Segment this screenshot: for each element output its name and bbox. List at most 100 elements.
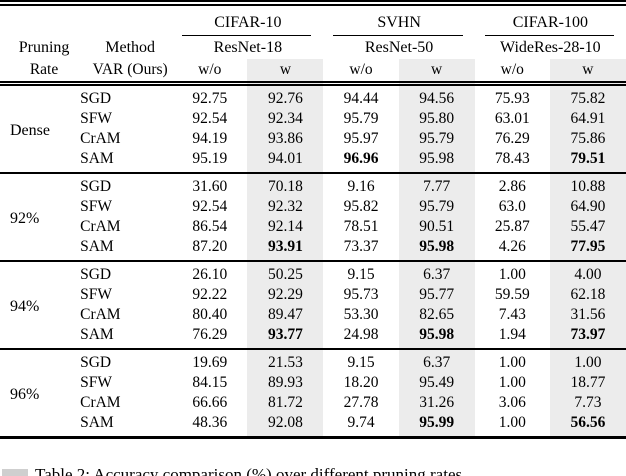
cell-value: 92.54 — [192, 198, 228, 215]
header-spacer — [0, 3, 172, 36]
cell-value: 64.91 — [549, 109, 626, 129]
cell-value: 95.98 — [398, 149, 475, 173]
cell-value: 55.47 — [549, 217, 626, 237]
table-row: 96% SGD 19.69 21.53 9.15 6.37 1.00 1.00 — [0, 349, 626, 403]
cell-value: 73.37 — [343, 238, 379, 255]
cell-value: 92.29 — [247, 285, 324, 305]
table-row: SFW 84.15 89.93 18.20 95.49 1.00 18.77 — [0, 373, 626, 393]
cell-value: 2.86 — [498, 178, 526, 195]
cell-value: 86.54 — [192, 218, 228, 235]
cell-value: 1.00 — [498, 374, 526, 391]
method-label: CrAM — [80, 306, 121, 323]
cell-value: 9.15 — [347, 266, 375, 283]
cell-value: 95.98 — [398, 237, 475, 261]
cell-value: 75.93 — [494, 90, 530, 107]
cell-value: 64.90 — [549, 197, 626, 217]
cell-value: 94.19 — [192, 130, 228, 147]
subcol-without-1: w/o — [198, 61, 222, 78]
method-header-line2: VAR (Ours) — [92, 61, 168, 78]
method-label: SFW — [80, 198, 112, 215]
method-label: CrAM — [80, 130, 121, 147]
cell-value: 94.01 — [247, 149, 324, 173]
method-label: SFW — [80, 374, 112, 391]
cell-value: 92.54 — [192, 110, 228, 127]
cell-value: 93.91 — [247, 237, 324, 261]
cell-value: 6.37 — [398, 349, 475, 373]
method-label: SFW — [80, 286, 112, 303]
cell-value: 24.98 — [343, 326, 379, 343]
cell-value: 92.14 — [247, 217, 324, 237]
shaded-cell-swatch — [2, 469, 28, 476]
cell-value: 92.22 — [192, 286, 228, 303]
cell-value: 92.75 — [192, 90, 228, 107]
table-row: SAM 87.20 93.91 73.37 95.98 4.26 77.95 — [0, 237, 626, 261]
cell-value: 9.15 — [347, 354, 375, 371]
cell-value: 95.80 — [398, 109, 475, 129]
method-label: SGD — [80, 354, 112, 371]
table-row: 92% SGD 31.60 70.18 9.16 7.77 2.86 10.88 — [0, 173, 626, 227]
cell-value: 4.00 — [549, 261, 626, 285]
cell-value: 59.59 — [494, 286, 530, 303]
cell-value: 95.82 — [343, 198, 379, 215]
model-header-resnet18: ResNet-18 — [213, 38, 283, 56]
pruning-block: 94% SGD 26.10 50.25 9.15 6.37 1.00 4.00 SFW 92.22… — [0, 261, 626, 349]
cell-value: 27.78 — [343, 394, 379, 411]
table-row: SAM 48.36 92.08 9.74 95.99 1.00 56.56 — [0, 413, 626, 438]
cell-value: 79.51 — [549, 149, 626, 173]
cell-value: 75.86 — [549, 129, 626, 149]
cell-value: 93.77 — [247, 325, 324, 349]
cell-value: 25.87 — [494, 218, 530, 235]
cell-value: 90.51 — [398, 217, 475, 237]
pruning-header-line2: Rate — [29, 61, 59, 78]
cell-value: 48.36 — [192, 414, 228, 431]
cell-value: 77.95 — [549, 237, 626, 261]
subcol-with-2: w — [398, 59, 475, 84]
cell-value: 66.66 — [192, 394, 228, 411]
cell-value: 95.19 — [192, 150, 228, 167]
pruning-block: 96% SGD 19.69 21.53 9.15 6.37 1.00 1.00 SFW 84.15… — [0, 349, 626, 438]
pruning-rate-label: 94% — [10, 297, 40, 315]
table-caption: Table 2: Accuracy comparison (%) over di… — [2, 464, 624, 476]
table-row: Dense SGD 92.75 92.76 94.44 94.56 75.93 75.82 — [0, 83, 626, 139]
cell-value: 1.00 — [498, 266, 526, 283]
cell-value: 10.88 — [549, 173, 626, 197]
cell-value: 95.77 — [398, 285, 475, 305]
cell-value: 7.77 — [398, 173, 475, 197]
cell-value: 94.44 — [343, 90, 379, 107]
cell-value: 94.56 — [398, 83, 475, 109]
subcol-header-row: Rate VAR (Ours) w/o w w/o w w/o w — [0, 59, 626, 84]
pruning-block: Dense SGD 92.75 92.76 94.44 94.56 75.93 75.82 SF… — [0, 83, 626, 173]
caption-text: Table 2: Accuracy comparison (%) over di… — [35, 465, 467, 476]
cell-value: 31.56 — [549, 305, 626, 325]
dataset-header-cifar100: CIFAR-100 — [475, 3, 626, 36]
cell-value: 31.60 — [192, 178, 228, 195]
cell-value: 19.69 — [192, 354, 228, 371]
cell-value: 80.40 — [192, 306, 228, 323]
cell-value: 18.77 — [549, 373, 626, 393]
table-row: SAM 76.29 93.77 24.98 95.98 1.94 73.97 — [0, 325, 626, 349]
subcol-with-3: w — [549, 59, 626, 84]
cell-value: 95.79 — [343, 110, 379, 127]
method-label: SGD — [80, 90, 112, 107]
cell-value: 63.01 — [494, 110, 530, 127]
cell-value: 7.73 — [549, 393, 626, 413]
cell-value: 18.20 — [343, 374, 379, 391]
cell-value: 56.56 — [549, 413, 626, 438]
pruning-block: 92% SGD 31.60 70.18 9.16 7.77 2.86 10.88 SFW 92.5… — [0, 173, 626, 261]
subcol-without-3: w/o — [500, 61, 524, 78]
cell-value: 95.73 — [343, 286, 379, 303]
subcol-without-2: w/o — [349, 61, 373, 78]
cell-value: 21.53 — [247, 349, 324, 373]
cell-value: 1.00 — [498, 414, 526, 431]
cell-value: 1.00 — [549, 349, 626, 373]
cell-value: 3.06 — [498, 394, 526, 411]
table-row: CrAM 80.40 89.47 53.30 82.65 7.43 31.56 — [0, 305, 626, 325]
dataset-header-svhn: SVHN — [323, 3, 474, 36]
cell-value: 31.26 — [398, 393, 475, 413]
cell-value: 95.79 — [398, 197, 475, 217]
method-label: SAM — [80, 238, 114, 255]
cell-value: 75.82 — [549, 83, 626, 109]
subcol-with-1: w — [247, 59, 324, 84]
cell-value: 78.43 — [494, 150, 530, 167]
